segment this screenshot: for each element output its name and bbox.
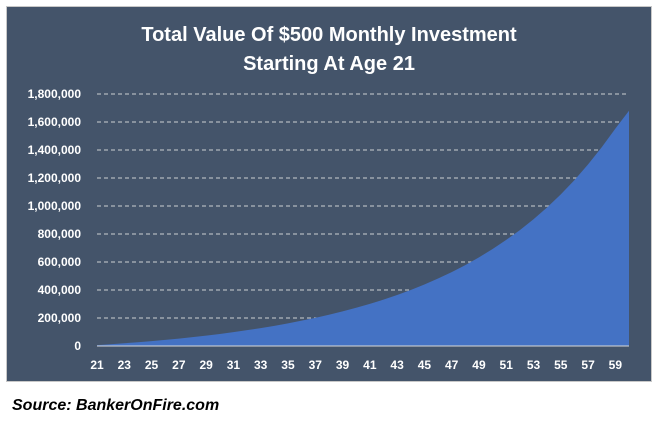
x-tick-label: 39 (336, 358, 350, 372)
x-tick-label: 27 (172, 358, 186, 372)
x-tick-label: 45 (418, 358, 432, 372)
y-tick-label: 0 (74, 339, 81, 353)
y-tick-labels: 0 200,000 400,000 600,000 800,000 1,000,000 1,… (28, 87, 82, 353)
x-tick-label: 23 (118, 358, 132, 372)
x-tick-label: 51 (500, 358, 514, 372)
source-note: Source: BankerOnFire.com (12, 397, 220, 414)
x-tick-label: 29 (199, 358, 213, 372)
x-tick-label: 33 (254, 358, 268, 372)
x-tick-label: 41 (363, 358, 377, 372)
x-tick-label: 37 (309, 358, 323, 372)
y-tick-label: 1,200,000 (28, 171, 82, 185)
x-tick-label: 55 (554, 358, 568, 372)
y-tick-label: 1,000,000 (28, 199, 82, 213)
x-tick-label: 57 (581, 358, 595, 372)
chart-title-line-2: Starting At Age 21 (243, 53, 415, 75)
x-tick-label: 53 (527, 358, 541, 372)
y-tick-label: 200,000 (38, 311, 82, 325)
area-chart: Total Value Of $500 Monthly Investment St… (28, 24, 629, 372)
y-tick-label: 400,000 (38, 283, 82, 297)
x-tick-label: 49 (472, 358, 486, 372)
x-tick-label: 43 (390, 358, 404, 372)
x-tick-label: 21 (90, 358, 104, 372)
x-tick-label: 47 (445, 358, 459, 372)
area-series (97, 110, 629, 346)
x-tick-labels: 21 23 25 27 29 31 33 35 37 39 41 43 45 47 49 51 53 55 57 59 (90, 358, 622, 372)
chart-title-line-1: Total Value Of $500 Monthly Investment (141, 24, 517, 46)
chart-title: Total Value Of $500 Monthly Investment St… (141, 24, 517, 75)
y-tick-label: 800,000 (38, 227, 82, 241)
y-tick-label: 1,400,000 (28, 143, 82, 157)
x-tick-label: 35 (281, 358, 295, 372)
area-series-1 (97, 110, 629, 346)
x-tick-label: 59 (609, 358, 623, 372)
x-tick-label: 25 (145, 358, 159, 372)
y-tick-label: 600,000 (38, 255, 82, 269)
x-tick-label: 31 (227, 358, 241, 372)
y-tick-label: 1,800,000 (28, 87, 82, 101)
chart-panel: Total Value Of $500 Monthly Investment St… (6, 6, 652, 382)
y-tick-label: 1,600,000 (28, 115, 82, 129)
